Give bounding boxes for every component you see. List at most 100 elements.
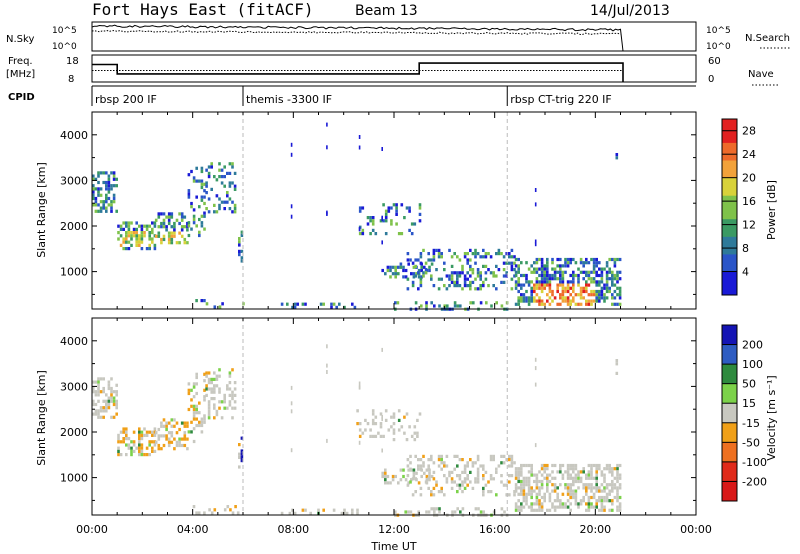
power-cell [546,267,549,271]
vel-cell [595,479,598,484]
vel-cell [458,474,462,478]
power-cell [577,293,580,297]
vel-cell [443,493,446,497]
power-cell [110,171,113,175]
power-cell [569,273,572,278]
vel-cell [538,470,541,474]
vel-cell [566,467,570,471]
vel-cell [138,446,141,450]
power-cell [551,289,554,294]
vel-cell [479,510,483,514]
power-cell [592,277,596,281]
vel-cell [379,412,383,416]
power-cell [598,293,601,297]
vel-cell [435,507,439,511]
power-cell [546,293,549,297]
power-cell [592,270,596,274]
power-cell [138,237,141,241]
power-cell [220,200,224,204]
vel-cell [456,454,459,458]
vel-cell [514,476,518,480]
vel-cell [500,461,503,465]
power-cell [527,267,531,271]
vel-cell [433,510,436,514]
power-cell [551,273,554,278]
power-cell [543,270,546,274]
vel-cell [456,490,459,494]
vel-cell [572,483,575,487]
power-cell [105,184,108,188]
power-cell [430,277,433,281]
vel-cell [572,463,575,468]
velocity-colorbar-swatch [722,383,737,404]
vel-cell [203,414,206,418]
power-cell [551,267,554,271]
velocity-colorbar-tick-label: -200 [742,475,767,488]
power-cell [394,301,397,305]
vel-cell [288,511,292,515]
power-cell [605,280,609,284]
power-cell [605,296,609,300]
vel-cell [540,486,544,490]
vel-cell [505,493,508,497]
power-cell [469,258,472,262]
vel-cell [569,492,572,496]
power-cell [579,270,583,274]
vel-cell [590,463,593,468]
power-cell [556,302,559,306]
vel-cell [203,398,206,402]
power-cell [535,257,539,262]
power-cell [138,234,141,238]
vel-cell [226,406,229,410]
power-colorbar-swatch [722,236,737,243]
vel-cell [530,473,533,477]
power-cell [530,286,533,290]
vel-cell [148,430,151,434]
vel-cell [425,474,429,479]
velocity-colorbar-tick-label: -50 [742,436,760,449]
power-cell [618,296,622,300]
vel-cell [458,483,462,487]
vel-cell [343,511,346,515]
vel-cell [579,470,583,474]
power-cell [330,305,333,309]
vel-cell [228,393,232,397]
vel-cell [157,437,161,441]
vel-cell [538,492,541,496]
vel-cell [603,479,606,484]
vel-cell [417,464,420,468]
vel-cell [138,449,141,453]
vel-cell [533,508,536,512]
vel-cell [508,454,511,458]
vel-cell [213,403,216,407]
vel-cell [466,464,469,468]
vel-cell [535,476,539,480]
power-cell [180,215,184,219]
power-cell [190,201,193,206]
vel-cell [223,508,227,512]
vel-cell [566,499,570,503]
vel-cell [154,431,158,435]
power-cell [572,296,575,300]
power-cell [125,231,128,235]
vel-cell [125,433,128,437]
velocity-mode-dividers [242,318,508,515]
power-cell [326,210,328,215]
power-cell [419,284,423,288]
vel-cell [195,423,198,428]
power-cell [178,231,181,235]
vel-cell [605,467,609,471]
vel-cell [205,393,208,397]
vel-cell [332,508,336,512]
vel-cell [476,477,480,481]
power-cell [469,280,472,284]
power-cell [611,277,614,281]
vel-cell [112,415,116,419]
power-cell [527,299,531,303]
power-cell [153,224,157,228]
nsky-trace [91,24,624,52]
vel-cell [564,470,567,474]
vel-cell [195,407,198,412]
vel-cell [419,486,423,490]
power-cell [119,224,123,228]
